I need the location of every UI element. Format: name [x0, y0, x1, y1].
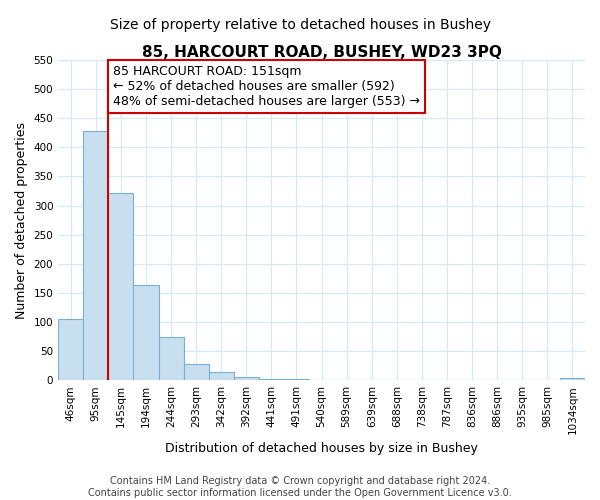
Bar: [284, 379, 309, 380]
Bar: [58, 319, 83, 380]
Bar: [560, 378, 585, 380]
Y-axis label: Number of detached properties: Number of detached properties: [15, 122, 28, 318]
Bar: [259, 379, 284, 380]
Bar: [209, 372, 234, 380]
X-axis label: Distribution of detached houses by size in Bushey: Distribution of detached houses by size …: [165, 442, 478, 455]
Bar: [158, 336, 184, 380]
Bar: [83, 131, 109, 380]
Bar: [184, 364, 209, 380]
Text: Contains HM Land Registry data © Crown copyright and database right 2024.
Contai: Contains HM Land Registry data © Crown c…: [88, 476, 512, 498]
Bar: [234, 376, 259, 380]
Bar: [133, 286, 158, 380]
Bar: [109, 194, 133, 380]
Title: 85, HARCOURT ROAD, BUSHEY, WD23 3PQ: 85, HARCOURT ROAD, BUSHEY, WD23 3PQ: [142, 45, 502, 60]
Text: 85 HARCOURT ROAD: 151sqm
← 52% of detached houses are smaller (592)
48% of semi-: 85 HARCOURT ROAD: 151sqm ← 52% of detach…: [113, 65, 421, 108]
Text: Size of property relative to detached houses in Bushey: Size of property relative to detached ho…: [110, 18, 491, 32]
